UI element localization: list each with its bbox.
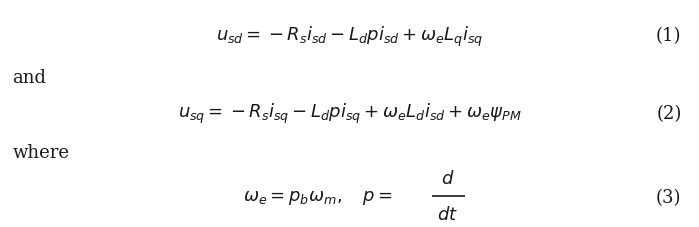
Text: $u_{sd} = -R_s i_{sd} - L_d p i_{sd} + \omega_e L_q i_{sq}$: $u_{sd} = -R_s i_{sd} - L_d p i_{sd} + \… <box>216 24 483 48</box>
Text: $u_{sq} = -R_s i_{sq} - L_d p i_{sq} + \omega_e L_d i_{sd} + \omega_e \psi_{PM}$: $u_{sq} = -R_s i_{sq} - L_d p i_{sq} + \… <box>178 101 521 126</box>
Text: (2): (2) <box>656 105 682 122</box>
Text: (1): (1) <box>656 27 682 45</box>
Text: (3): (3) <box>656 189 682 206</box>
Text: and: and <box>13 68 47 86</box>
Text: $d$: $d$ <box>440 169 454 187</box>
Text: $\omega_e = p_b \omega_m, \quad p = $: $\omega_e = p_b \omega_m, \quad p = $ <box>243 189 393 206</box>
Text: $dt$: $dt$ <box>437 206 458 223</box>
Text: where: where <box>13 143 70 161</box>
